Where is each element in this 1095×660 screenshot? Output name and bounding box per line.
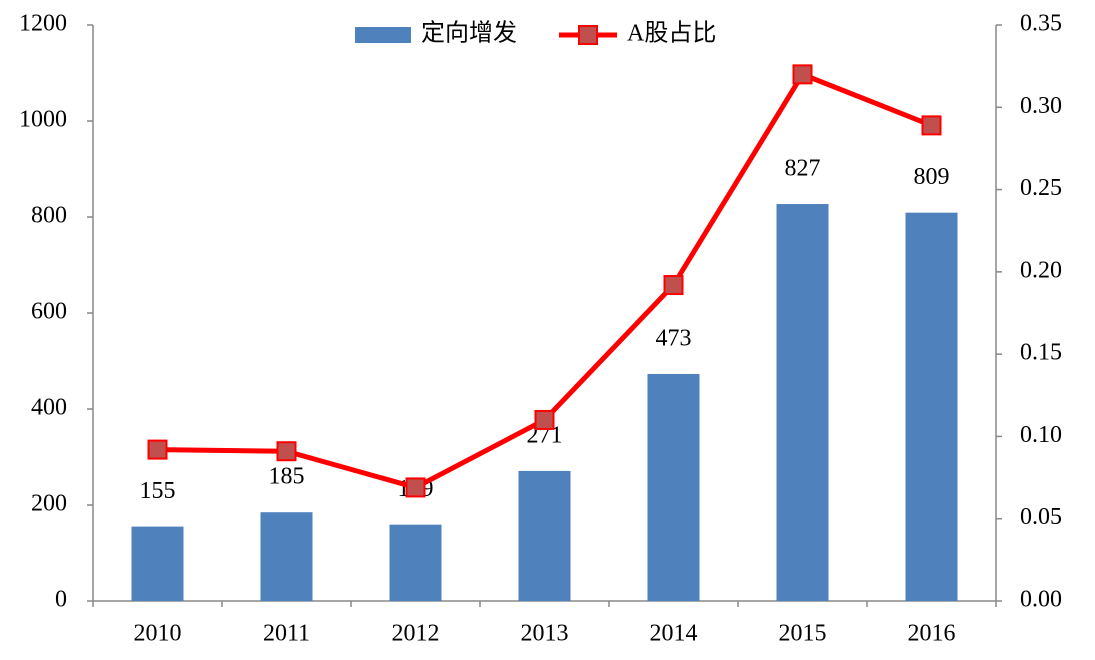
y2-tick-label: 0.30 [1020,93,1062,119]
data-label: 155 [140,478,176,504]
y-tick-label: 200 [31,491,67,517]
bar [776,204,829,602]
y2-tick-label: 0.35 [1020,11,1062,37]
bar [389,524,442,601]
y2-tick-label: 0.05 [1020,504,1062,530]
legend-label: 定向增发 [421,20,517,47]
marker [405,477,426,498]
marker [663,275,684,296]
marker [792,64,813,85]
marker [147,439,168,460]
marker [276,441,297,462]
legend-marker [578,25,598,45]
x-tick-label: 2013 [521,621,569,647]
data-label: 185 [269,464,305,490]
y-tick-label: 1200 [19,11,67,37]
data-label: 809 [914,164,950,190]
y-tick-label: 600 [31,299,67,325]
y2-tick-label: 0.25 [1020,175,1062,201]
x-tick-label: 2015 [779,621,827,647]
y2-tick-label: 0.10 [1020,422,1062,448]
bar [647,373,700,601]
x-tick-label: 2011 [263,621,310,647]
y-tick-label: 400 [31,395,67,421]
x-tick-label: 2016 [908,621,956,647]
bar [131,526,184,601]
marker [921,115,942,136]
data-label: 473 [656,325,692,351]
legend-swatch [355,27,411,43]
y2-tick-label: 0.00 [1020,587,1062,613]
y-tick-label: 0 [55,587,67,613]
bar [518,470,571,601]
data-label: 827 [785,156,821,182]
bar [905,212,958,601]
marker [534,409,555,430]
x-tick-label: 2012 [392,621,440,647]
y2-tick-label: 0.15 [1020,340,1062,366]
bar [260,512,313,601]
x-tick-label: 2010 [134,621,182,647]
x-tick-label: 2014 [650,621,698,647]
y2-tick-label: 0.20 [1020,257,1062,283]
y-tick-label: 1000 [19,107,67,133]
legend-label: A股占比 [627,20,716,47]
y-tick-label: 800 [31,203,67,229]
